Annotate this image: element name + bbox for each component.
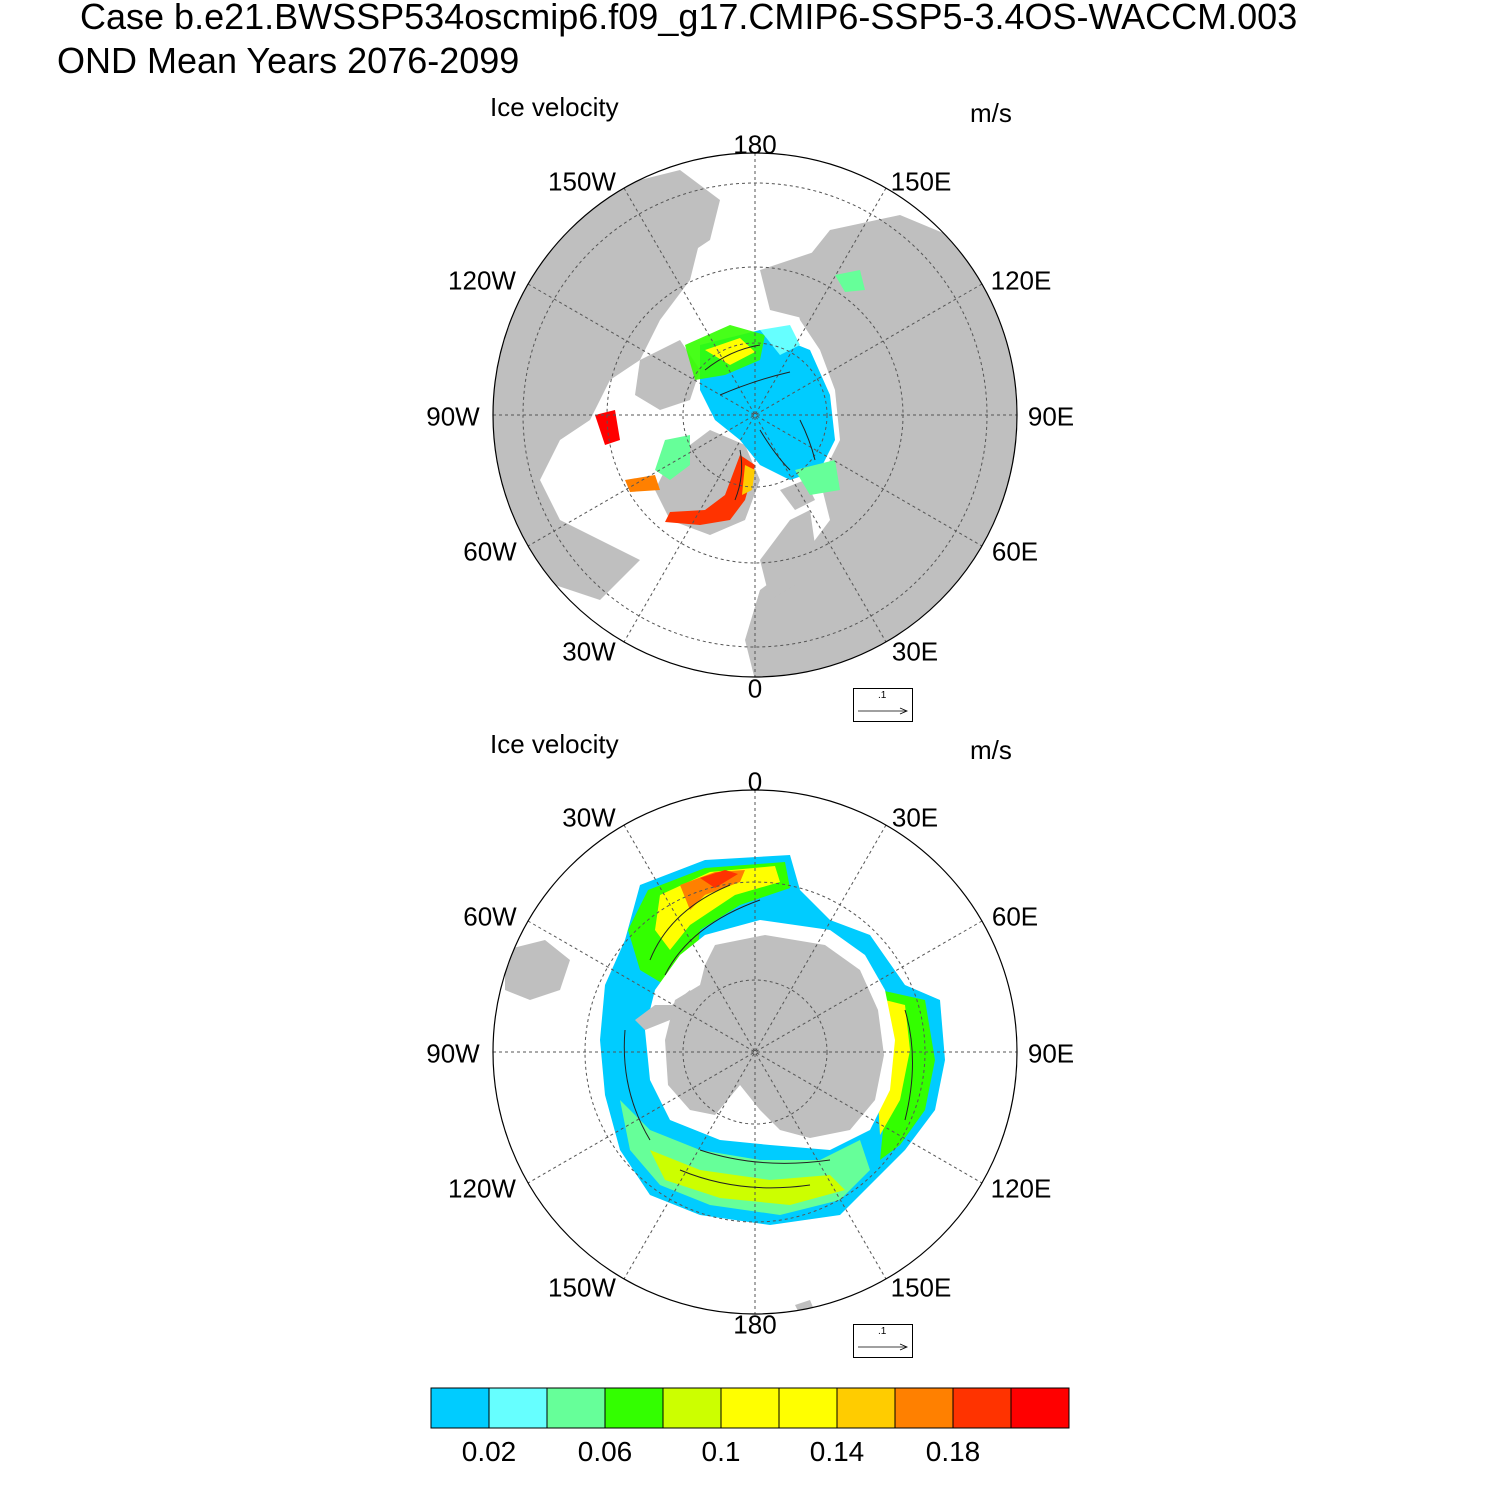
colorbar-swatch: [546, 1387, 606, 1429]
nh-reference-vector-label: .1: [878, 690, 887, 701]
sh-land-antarctica: [665, 935, 884, 1138]
sh-lon-label: 150E: [890, 1272, 952, 1303]
nh-lon-label: 90E: [1027, 401, 1075, 432]
sh-map-border: [492, 789, 1018, 1315]
colorbar-label: 0.1: [701, 1436, 741, 1467]
sh-lon-label: 120E: [990, 1173, 1052, 1204]
nh-ice-okhotsk: [835, 270, 865, 292]
sh-ice-east-yellow: [878, 1000, 910, 1135]
nh-lon-label: 180: [733, 129, 777, 160]
nh-velocity-vectors: [704, 344, 816, 501]
nh-ice-labrador: [625, 475, 660, 492]
colorbar-swatch: [488, 1387, 548, 1429]
sh-ice-ross-yellow: [650, 1150, 845, 1205]
nh-land-eurasia: [745, 215, 1017, 677]
sh-ice-east-green: [880, 990, 935, 1160]
sh-land-peninsula: [635, 990, 695, 1030]
nh-lon-label: 60E: [991, 536, 1039, 567]
colorbar-swatch: [778, 1387, 838, 1429]
sh-lon-label: 30E: [891, 802, 939, 833]
colorbar-label: 0.06: [577, 1436, 633, 1467]
sh-lon-label: 90W: [426, 1038, 480, 1069]
colorbar-label: 0.14: [809, 1436, 865, 1467]
nh-lon-label: 0: [747, 673, 763, 704]
arrow-icon: [858, 1343, 909, 1351]
sh-lon-label: 180: [733, 1309, 777, 1340]
sh-graticule: [493, 790, 1017, 1314]
colorbar-swatch: [952, 1387, 1012, 1429]
nh-ice-beaufort-yellow: [705, 338, 755, 365]
nh-ice-fram-strait: [665, 455, 755, 525]
nh-lon-label: 30E: [891, 636, 939, 667]
nh-land-hudson-islands: [635, 340, 700, 410]
sh-lon-label: 150W: [548, 1272, 616, 1303]
sh-lon-label: 60W: [463, 901, 517, 932]
nh-lon-label: 120E: [990, 265, 1052, 296]
nh-lon-label: 120W: [448, 265, 516, 296]
nh-ice-barents: [795, 460, 840, 495]
sh-ice-weddell-red: [700, 870, 738, 888]
sh-polar-map: [492, 789, 1018, 1315]
sh-lon-label: 60E: [991, 901, 1039, 932]
nh-units-label: m/s: [970, 98, 1012, 128]
colorbar-swatch: [1010, 1387, 1070, 1429]
nh-panel-title: Ice velocity: [490, 92, 619, 122]
nh-ice-fram-yellow: [742, 465, 755, 495]
colorbar-swatch: [894, 1387, 954, 1429]
nh-lon-label: 60W: [463, 536, 517, 567]
colorbar-swatch: [430, 1387, 490, 1429]
nh-reference-vector: .1: [853, 688, 913, 722]
colorbar-label: 0.18: [925, 1436, 981, 1467]
colorbar-swatch: [720, 1387, 780, 1429]
sh-lon-label: 120W: [448, 1173, 516, 1204]
nh-lon-label: 30W: [562, 636, 616, 667]
colorbar-swatch: [604, 1387, 664, 1429]
sh-land-south-america: [505, 940, 570, 1000]
nh-lon-label: 90W: [426, 401, 480, 432]
nh-land-scandinavia: [760, 510, 815, 600]
arrow-icon: [858, 707, 909, 715]
sh-reference-vector-label: .1: [878, 1326, 887, 1337]
sh-units-label: m/s: [970, 735, 1012, 765]
colorbar-label: 0.02: [461, 1436, 517, 1467]
sh-lon-label: 30W: [562, 802, 616, 833]
nh-map-border: [492, 152, 1018, 678]
nh-ice-baffin: [655, 435, 690, 480]
nh-land-siberia-north: [760, 250, 850, 320]
sh-lon-label: 0: [747, 766, 763, 797]
colorbar-swatch: [662, 1387, 722, 1429]
period-title: OND Mean Years 2076-2099: [57, 40, 520, 81]
colorbar: [430, 1387, 1070, 1429]
nh-lon-label: 150E: [890, 166, 952, 197]
sh-velocity-vectors: [623, 884, 913, 1189]
nh-land-north-america: [493, 190, 700, 600]
sh-lon-label: 90E: [1027, 1038, 1075, 1069]
sh-reference-vector: .1: [853, 1324, 913, 1358]
nh-graticule: [493, 153, 1017, 677]
colorbar-swatch: [836, 1387, 896, 1429]
nh-polar-map: [492, 152, 1018, 678]
case-title: Case b.e21.BWSSP534oscmip6.f09_g17.CMIP6…: [80, 0, 1298, 37]
sh-ice-weddell-orange: [680, 870, 745, 910]
sh-panel-title: Ice velocity: [490, 729, 619, 759]
nh-lon-label: 150W: [548, 166, 616, 197]
nh-ice-laptev-light: [760, 325, 800, 355]
